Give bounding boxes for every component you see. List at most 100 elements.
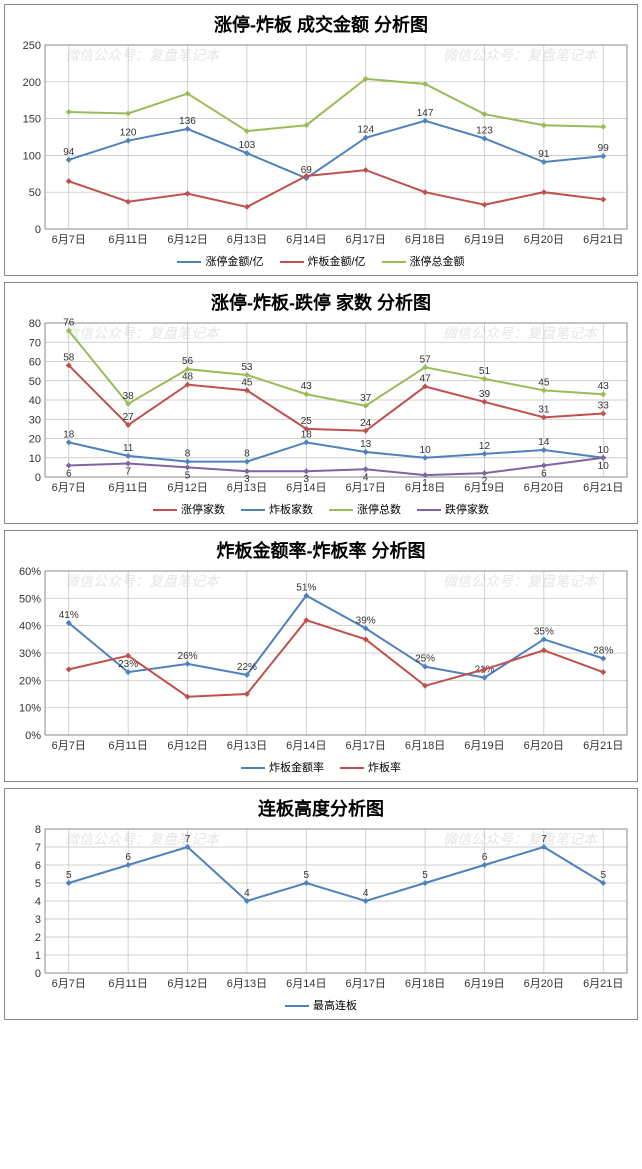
x-tick-label: 6月13日 xyxy=(227,740,267,752)
data-label: 31 xyxy=(538,404,550,415)
chart-legend-3: 炸板金额率 炸板率 xyxy=(5,755,637,781)
svg-text:200: 200 xyxy=(23,77,41,89)
data-label: 26% xyxy=(178,651,198,662)
data-label: 123 xyxy=(476,125,493,136)
svg-text:0: 0 xyxy=(35,224,41,236)
x-tick-label: 6月19日 xyxy=(464,234,504,246)
svg-text:0: 0 xyxy=(35,472,41,484)
series-line xyxy=(69,121,603,178)
plot-area: 010203040506070806月7日6月11日6月12日6月13日6月14… xyxy=(5,317,637,497)
data-label: 18 xyxy=(301,429,313,440)
data-label: 43 xyxy=(301,381,313,392)
data-label: 8 xyxy=(185,449,191,460)
chart-amount: 涨停-炸板 成交金额 分析图 0501001502002506月7日6月11日6… xyxy=(4,4,638,276)
data-label: 5 xyxy=(66,870,72,881)
chart-title-3: 炸板金额率-炸板率 分析图 xyxy=(5,531,637,565)
data-label: 35% xyxy=(534,626,554,637)
data-label: 11 xyxy=(123,443,134,454)
x-tick-label: 6月12日 xyxy=(167,234,207,246)
data-label: 6 xyxy=(66,468,72,479)
x-tick-label: 6月20日 xyxy=(524,234,564,246)
data-label: 48 xyxy=(182,372,194,383)
chart-title-2: 涨停-炸板-跌停 家数 分析图 xyxy=(5,283,637,317)
data-label: 99 xyxy=(598,143,610,154)
chart-rate: 炸板金额率-炸板率 分析图 0%10%20%30%40%50%60%6月7日6月… xyxy=(4,530,638,782)
data-label: 7 xyxy=(541,834,547,845)
data-label: 51 xyxy=(479,366,491,377)
x-tick-label: 6月18日 xyxy=(405,234,445,246)
x-tick-label: 6月21日 xyxy=(583,482,623,494)
plot-area: 0%10%20%30%40%50%60%6月7日6月11日6月12日6月13日6… xyxy=(5,565,637,755)
svg-text:60%: 60% xyxy=(19,566,41,578)
legend-item: 跌停家数 xyxy=(417,501,489,517)
data-label: 3 xyxy=(304,474,310,485)
legend-label: 最高连板 xyxy=(313,1000,357,1012)
data-label: 7 xyxy=(185,834,191,845)
x-tick-label: 6月19日 xyxy=(464,740,504,752)
svg-text:40: 40 xyxy=(29,395,41,407)
chart-title-1: 涨停-炸板 成交金额 分析图 xyxy=(5,5,637,39)
series-line xyxy=(69,170,603,207)
x-tick-label: 6月12日 xyxy=(167,978,207,990)
series-line xyxy=(69,442,603,461)
data-label: 57 xyxy=(420,354,432,365)
data-label: 4 xyxy=(363,888,369,899)
legend-item: 炸板家数 xyxy=(241,501,313,517)
data-label: 33 xyxy=(598,400,610,411)
chart-legend-4: 最高连板 xyxy=(5,993,637,1019)
svg-text:0: 0 xyxy=(35,968,41,980)
legend-label: 跌停家数 xyxy=(445,504,489,516)
data-label: 24 xyxy=(360,418,372,429)
data-label: 58 xyxy=(63,352,75,363)
legend-item: 炸板率 xyxy=(340,759,401,775)
data-label: 6 xyxy=(541,468,547,479)
series-line xyxy=(69,596,603,678)
x-tick-label: 6月21日 xyxy=(583,234,623,246)
chart-legend-2: 涨停家数炸板家数涨停总数跌停家数 xyxy=(5,497,637,523)
x-tick-label: 6月18日 xyxy=(405,978,445,990)
data-label: 37 xyxy=(360,393,372,404)
chart-legend-1: 涨停金额/亿 炸板金额/亿 涨停总金额 xyxy=(5,249,637,275)
data-label: 25% xyxy=(415,654,435,665)
legend-label: 涨停总金额 xyxy=(410,256,465,268)
svg-text:150: 150 xyxy=(23,114,41,126)
data-label: 4 xyxy=(244,888,250,899)
legend-label: 炸板金额率 xyxy=(269,762,324,774)
x-tick-label: 6月7日 xyxy=(52,234,86,246)
legend-label: 炸板率 xyxy=(368,762,401,774)
legend-label: 炸板金额/亿 xyxy=(308,256,366,268)
svg-text:2: 2 xyxy=(35,932,41,944)
x-tick-label: 6月21日 xyxy=(583,740,623,752)
x-tick-label: 6月12日 xyxy=(167,740,207,752)
svg-text:6: 6 xyxy=(35,860,41,872)
data-label: 94 xyxy=(63,147,75,158)
svg-text:80: 80 xyxy=(29,318,41,330)
data-label: 45 xyxy=(538,377,550,388)
svg-text:30: 30 xyxy=(29,414,41,426)
data-label: 120 xyxy=(120,128,137,139)
legend-label: 炸板家数 xyxy=(269,504,313,516)
svg-text:5: 5 xyxy=(35,878,41,890)
legend-item: 涨停金额/亿 xyxy=(177,253,263,269)
data-label: 5 xyxy=(600,870,606,881)
svg-text:1: 1 xyxy=(35,950,41,962)
data-label: 103 xyxy=(239,140,256,151)
svg-text:50%: 50% xyxy=(19,593,41,605)
data-label: 3 xyxy=(244,474,250,485)
data-label: 7 xyxy=(125,467,131,478)
x-tick-label: 6月17日 xyxy=(346,482,386,494)
svg-text:7: 7 xyxy=(35,842,41,854)
svg-text:100: 100 xyxy=(23,150,41,162)
chart-count: 涨停-炸板-跌停 家数 分析图 010203040506070806月7日6月1… xyxy=(4,282,638,524)
data-label: 8 xyxy=(244,449,250,460)
data-label: 76 xyxy=(63,318,75,329)
data-label: 10 xyxy=(598,445,610,456)
legend-item: 涨停总金额 xyxy=(382,253,465,269)
svg-text:10: 10 xyxy=(29,453,41,465)
x-tick-label: 6月17日 xyxy=(346,234,386,246)
data-label: 10 xyxy=(598,461,610,472)
data-label: 56 xyxy=(182,356,194,367)
legend-label: 涨停金额/亿 xyxy=(205,256,263,268)
data-label: 13 xyxy=(360,439,372,450)
data-label: 91 xyxy=(538,149,550,160)
